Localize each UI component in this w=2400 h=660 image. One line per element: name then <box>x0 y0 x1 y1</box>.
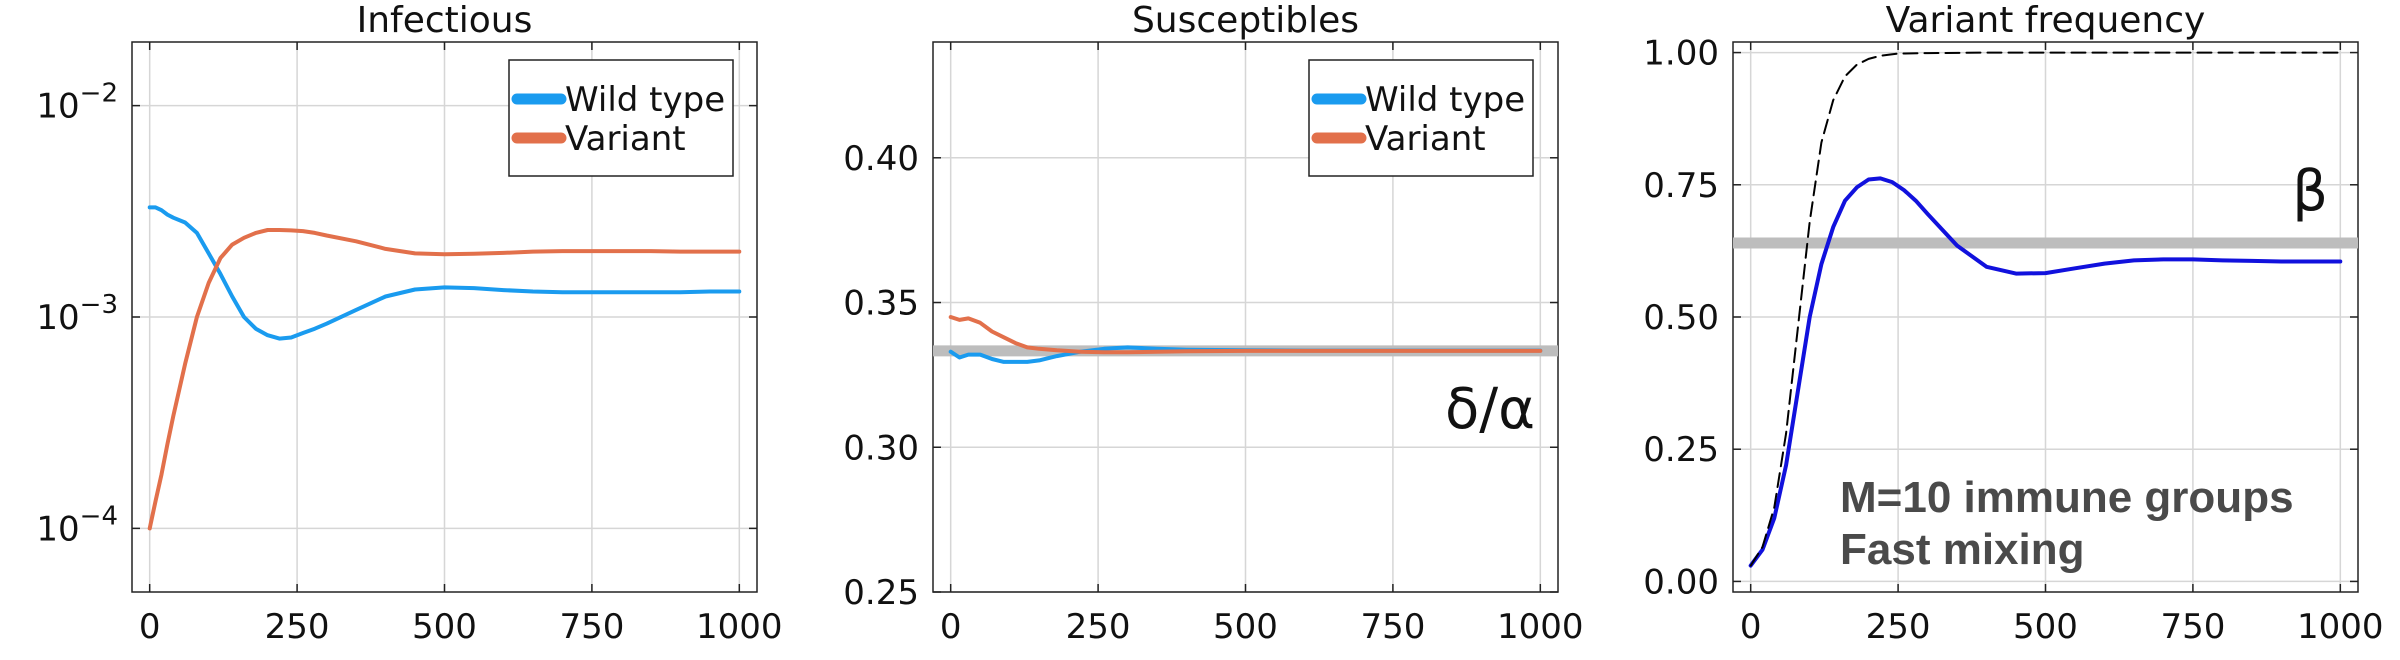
series-line-variant <box>948 315 1543 355</box>
legend-box <box>1308 59 1534 177</box>
x-tick-label: 0 <box>940 607 962 647</box>
panel-3: 0 250 500 750 1000 0.00 0.25 0.50 0.75 1.00 Varian… <box>1643 0 2383 647</box>
panel-title: Variant frequency <box>1886 0 2206 41</box>
x-tick-label: 500 <box>2013 607 2078 647</box>
y-tick-label: 0.25 <box>843 573 919 613</box>
x-tick-label: 1000 <box>2297 607 2384 647</box>
x-tick-label: 500 <box>412 607 477 647</box>
y-tick-label: 10−3 <box>36 290 118 338</box>
series-line-2 <box>1749 51 2342 567</box>
series-line-1 <box>1748 176 2343 568</box>
x-tick-label: 250 <box>1066 607 1131 647</box>
x-tick-label: 1000 <box>696 607 783 647</box>
legend-label: Variant <box>565 119 686 159</box>
legend-box <box>508 59 734 177</box>
y-tick-label: 0.40 <box>843 139 919 179</box>
x-tick-label: 0 <box>1740 607 1762 647</box>
annotation-text: M=10 immune groups <box>1840 473 2294 522</box>
x-tick-label: 750 <box>1360 607 1425 647</box>
panel-title: Susceptibles <box>1132 0 1359 41</box>
y-tick-label: 0.25 <box>1643 430 1719 470</box>
y-tick-label: 0.35 <box>843 284 919 324</box>
series-line-variant <box>147 228 742 531</box>
y-tick-label: 0.75 <box>1643 166 1719 206</box>
y-tick-label: 10−4 <box>36 501 118 549</box>
panel-title: Infectious <box>357 0 533 41</box>
x-tick-label: 750 <box>2160 607 2225 647</box>
x-tick-label: 500 <box>1213 607 1278 647</box>
panel-1: 0 250 500 750 1000 10−4 10−3 10−2 Infectious Wild… <box>36 0 782 647</box>
x-tick-label: 1000 <box>1497 607 1584 647</box>
reference-label: β <box>2292 159 2328 224</box>
x-tick-label: 0 <box>139 607 161 647</box>
annotation-text: Fast mixing <box>1840 525 2085 574</box>
x-tick-label: 250 <box>265 607 330 647</box>
x-tick-label: 750 <box>559 607 624 647</box>
y-tick-label: 0.00 <box>1643 562 1719 602</box>
y-tick-label: 1.00 <box>1643 34 1719 74</box>
legend-label: Wild type <box>565 80 725 120</box>
y-tick-label: 10−2 <box>36 79 118 127</box>
legend-label: Wild type <box>1365 80 1525 120</box>
reference-label: δ/α <box>1445 377 1535 442</box>
series-line-wild-type <box>147 205 742 341</box>
panel-2: 0 250 500 750 1000 0.25 0.30 0.35 0.40 Susceptibl… <box>843 0 1583 647</box>
y-tick-label: 0.50 <box>1643 298 1719 338</box>
y-tick-label: 0.30 <box>843 428 919 468</box>
x-tick-label: 250 <box>1866 607 1931 647</box>
legend-label: Variant <box>1365 119 1486 159</box>
